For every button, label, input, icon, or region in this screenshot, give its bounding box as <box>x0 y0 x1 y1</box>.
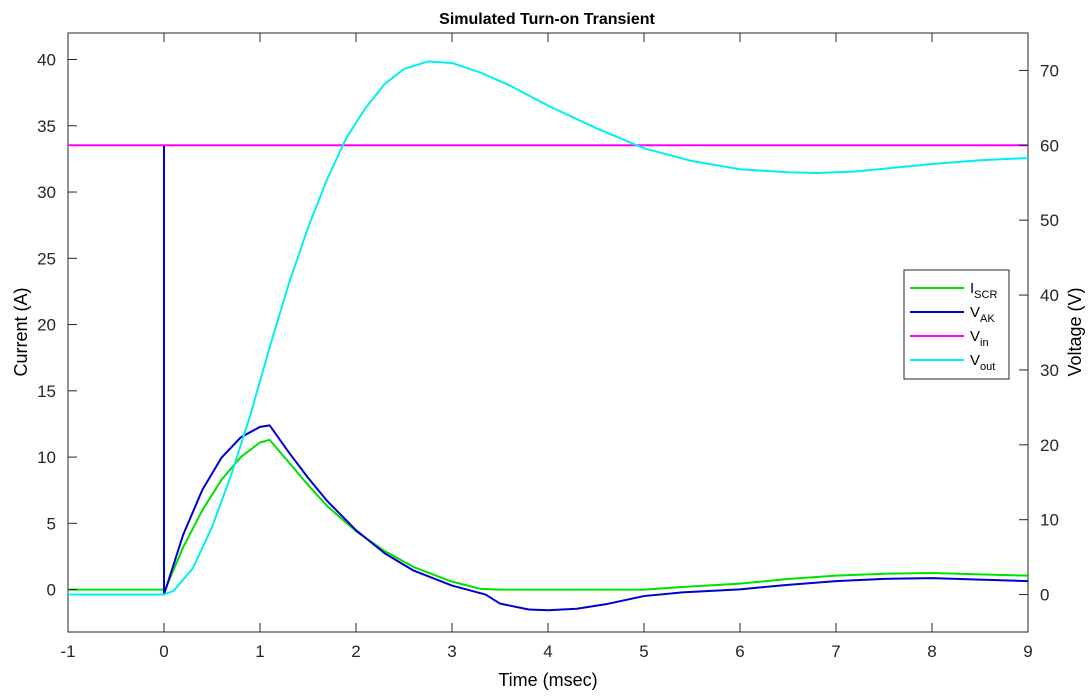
y-left-tick-label: 15 <box>37 382 56 401</box>
y-left-tick-label: 20 <box>37 316 56 335</box>
y-left-tick-label: 30 <box>37 183 56 202</box>
x-tick-label: 0 <box>159 642 168 661</box>
x-tick-label: 4 <box>543 642 552 661</box>
y-right-tick-label: 0 <box>1040 586 1049 605</box>
y-left-tick-label: 25 <box>37 249 56 268</box>
series-line-v-out <box>68 60 1029 596</box>
y-right-tick-label: 30 <box>1040 361 1059 380</box>
y-right-tick-label: 50 <box>1040 211 1059 230</box>
y-left-tick-label: 0 <box>47 581 56 600</box>
y-right-tick-label: 70 <box>1040 61 1059 80</box>
legend-label-v-out: Vout <box>970 352 995 373</box>
x-tick-label: 2 <box>351 642 360 661</box>
x-tick-label: 7 <box>831 642 840 661</box>
y-axis-left: 0 5 10 15 20 25 30 35 40 <box>37 51 77 600</box>
x-tick-label: 8 <box>927 642 936 661</box>
x-tick-label: 5 <box>639 642 648 661</box>
x-axis: -1 0 1 2 3 4 5 6 7 8 9 <box>60 33 1033 661</box>
y-right-tick-label: 60 <box>1040 136 1059 155</box>
x-tick-label: 3 <box>447 642 456 661</box>
y-left-tick-label: 35 <box>37 117 56 136</box>
y-axis-left-title: Current (A) <box>11 287 31 376</box>
x-tick-label: 9 <box>1023 642 1032 661</box>
x-axis-title: Time (msec) <box>498 670 597 690</box>
y-left-tick-label: 10 <box>37 448 56 467</box>
x-tick-label: -1 <box>60 642 75 661</box>
y-right-tick-label: 10 <box>1040 511 1059 530</box>
x-tick-label: 6 <box>735 642 744 661</box>
legend-label-i-scr: ISCR <box>970 280 997 301</box>
y-left-tick-label: 5 <box>47 514 56 533</box>
y-right-tick-label: 20 <box>1040 436 1059 455</box>
y-left-tick-label: 40 <box>37 51 56 70</box>
legend-label-v-in: Vin <box>970 328 989 349</box>
plot-area <box>67 32 1029 633</box>
legend-label-v-ak: VAK <box>970 304 995 325</box>
y-axis-right: 0 10 20 30 40 50 60 70 <box>1019 61 1059 605</box>
legend: ISCR VAK Vin Vout <box>903 269 1010 380</box>
chart-title: Simulated Turn-on Transient <box>439 11 655 28</box>
y-right-tick-label: 40 <box>1040 286 1059 305</box>
series-line-i-scr <box>68 438 1029 594</box>
series-layer <box>68 60 1029 612</box>
series-line-v-ak <box>163 145 1029 612</box>
x-tick-label: 1 <box>255 642 264 661</box>
y-axis-right-title: Voltage (V) <box>1065 287 1085 376</box>
